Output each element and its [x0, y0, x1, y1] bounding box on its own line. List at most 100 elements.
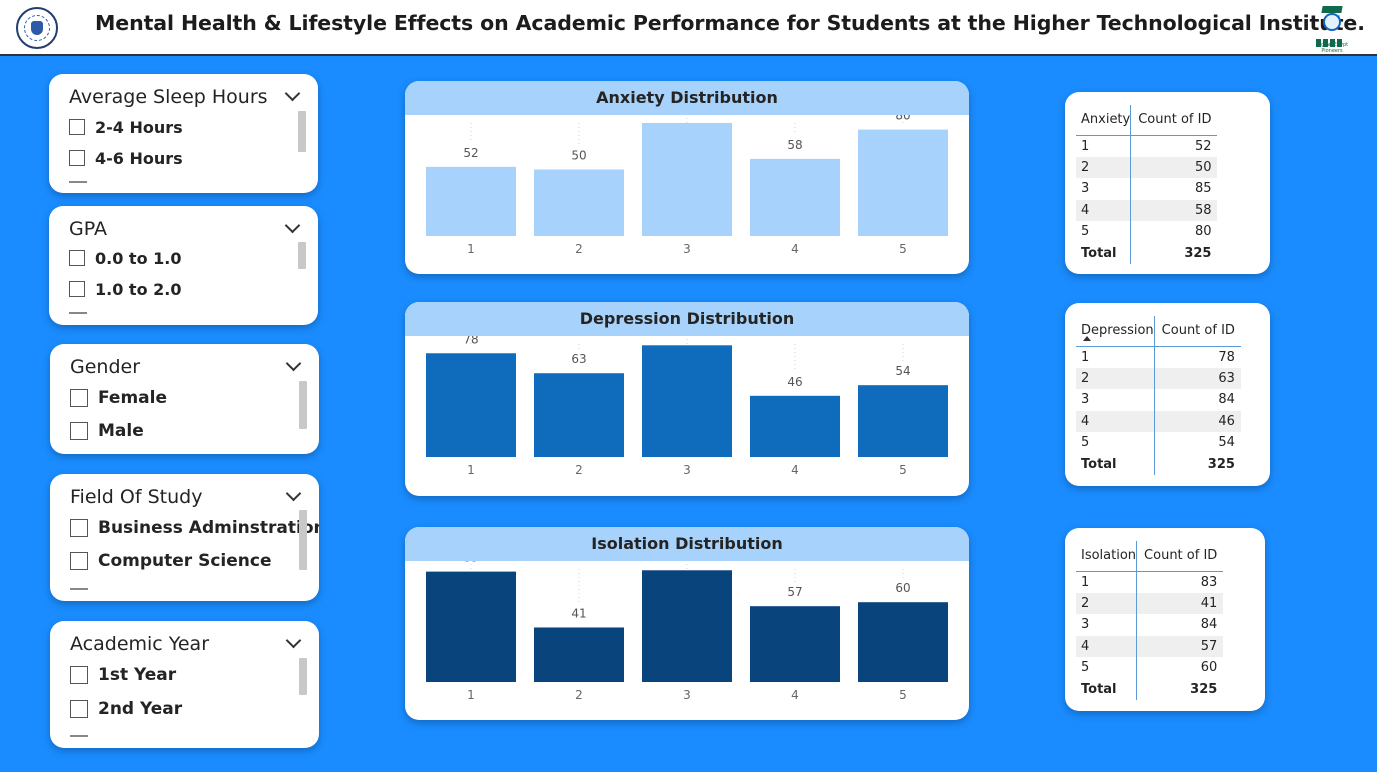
- table-row[interactable]: 4 57: [1076, 635, 1224, 657]
- table-cell: 52: [1130, 135, 1218, 157]
- checkbox[interactable]: [70, 552, 88, 570]
- slicer-option[interactable]: 4-6 Hours: [69, 147, 183, 169]
- anxiety-count-table: Anxiety Count of ID 1 52 2 50 3 85 4 58 5 80 Total…: [1065, 92, 1270, 274]
- bar[interactable]: [642, 122, 732, 236]
- slicer-option[interactable]: Female: [70, 387, 167, 409]
- table-row[interactable]: 3 85: [1076, 178, 1218, 200]
- bar[interactable]: [642, 570, 732, 682]
- table-cell: 3: [1081, 181, 1090, 197]
- checkbox[interactable]: [69, 119, 85, 135]
- column-header[interactable]: Anxiety: [1076, 105, 1131, 136]
- total-value: 325: [1136, 678, 1224, 700]
- checkbox[interactable]: [69, 281, 85, 297]
- table-cell: 4: [1076, 635, 1137, 657]
- chevron-down-icon[interactable]: [285, 632, 302, 649]
- table-cell: 84: [1153, 389, 1241, 411]
- checkbox[interactable]: [70, 666, 88, 684]
- isolation-bar-plot: 83 1 41 2 84 3 57 4 60 5: [426, 561, 948, 702]
- partial-option: [69, 181, 87, 185]
- table-row[interactable]: 5 80: [1076, 221, 1218, 243]
- bar[interactable]: [858, 129, 948, 236]
- category-label: 2: [575, 463, 583, 477]
- table-row[interactable]: 1 78: [1076, 346, 1241, 368]
- table-cell: 4: [1076, 410, 1155, 432]
- slicer-option[interactable]: Male: [70, 420, 144, 442]
- table-row[interactable]: 1 52: [1076, 135, 1218, 157]
- total-label: Total: [1081, 245, 1117, 261]
- column-header[interactable]: Count of ID: [1153, 316, 1241, 347]
- bar[interactable]: [426, 353, 516, 457]
- table-cell: 3: [1081, 617, 1090, 633]
- table-row[interactable]: 4 46: [1076, 410, 1241, 432]
- data-label: 85: [679, 115, 694, 116]
- chevron-down-icon[interactable]: [284, 217, 301, 234]
- table-cell: 78: [1153, 346, 1241, 368]
- table-row[interactable]: 2 63: [1076, 367, 1241, 389]
- category-label: 2: [575, 242, 583, 256]
- column-header[interactable]: Count of ID: [1130, 105, 1218, 136]
- checkbox[interactable]: [70, 422, 88, 440]
- bar[interactable]: [750, 395, 840, 457]
- bar[interactable]: [534, 627, 624, 682]
- chevron-down-icon[interactable]: [285, 485, 302, 502]
- scrollbar[interactable]: [298, 242, 306, 269]
- table-row[interactable]: 2 50: [1076, 156, 1218, 178]
- partial-option: [70, 735, 88, 739]
- slicer-option[interactable]: 2-4 Hours: [69, 116, 183, 138]
- table-cell: 1: [1081, 574, 1090, 590]
- total-value: 325: [1153, 453, 1241, 475]
- data-label: 80: [895, 115, 910, 123]
- category-label: 5: [899, 463, 907, 477]
- slicer-option[interactable]: Business Adminstration: [70, 517, 319, 539]
- slicer-option[interactable]: Computer Science: [70, 550, 272, 572]
- bar[interactable]: [426, 571, 516, 682]
- slicer-option[interactable]: 1st Year: [70, 664, 176, 686]
- bar[interactable]: [750, 606, 840, 682]
- chevron-down-icon[interactable]: [284, 85, 301, 102]
- table-cell: 5: [1081, 660, 1090, 676]
- partial-option: [70, 588, 88, 592]
- checkbox[interactable]: [70, 389, 88, 407]
- data-table: Anxiety Count of ID 1 52 2 50 3 85 4 58 5 80 Total…: [1076, 105, 1218, 264]
- category-label: 4: [791, 463, 799, 477]
- bar[interactable]: [858, 602, 948, 682]
- table-row[interactable]: 5 60: [1076, 657, 1224, 679]
- scrollbar[interactable]: [298, 111, 306, 152]
- bar[interactable]: [858, 385, 948, 457]
- table-row[interactable]: 4 58: [1076, 199, 1218, 221]
- slicer-option[interactable]: 1.0 to 2.0: [69, 278, 181, 300]
- table-row[interactable]: 3 84: [1076, 614, 1224, 636]
- table-cell: 5: [1081, 224, 1090, 240]
- scrollbar[interactable]: [299, 658, 307, 695]
- category-label: 3: [683, 463, 691, 477]
- institute-logo: [16, 7, 58, 49]
- slicer-option[interactable]: 0.0 to 1.0: [69, 247, 181, 269]
- category-label: 5: [899, 688, 907, 702]
- bar[interactable]: [426, 166, 516, 236]
- column-header[interactable]: Count of ID: [1136, 541, 1224, 572]
- scrollbar[interactable]: [299, 510, 307, 570]
- scrollbar[interactable]: [299, 381, 307, 429]
- slicer-title: Academic Year: [70, 633, 210, 655]
- slicer-title: Gender: [70, 356, 141, 378]
- table-row[interactable]: 2 41: [1076, 592, 1224, 614]
- slicer-gender: Gender Female Male: [50, 344, 319, 454]
- anxiety-distribution-chart: Anxiety Distribution 52 1 50 2 85 3 58 4 80 5: [405, 81, 969, 274]
- bar[interactable]: [750, 158, 840, 236]
- bar[interactable]: [642, 345, 732, 457]
- bar[interactable]: [534, 169, 624, 237]
- checkbox[interactable]: [69, 250, 85, 266]
- slicer-option[interactable]: 2nd Year: [70, 698, 182, 720]
- column-header[interactable]: Isolation: [1076, 541, 1137, 572]
- table-row[interactable]: 5 54: [1076, 432, 1241, 454]
- column-header[interactable]: Depression: [1076, 316, 1155, 347]
- chevron-down-icon[interactable]: [285, 355, 302, 372]
- checkbox[interactable]: [69, 150, 85, 166]
- data-label: 57: [787, 585, 802, 599]
- table-row[interactable]: 1 83: [1076, 571, 1224, 593]
- table-row[interactable]: 3 84: [1076, 389, 1241, 411]
- checkbox[interactable]: [70, 700, 88, 718]
- category-label: 3: [683, 688, 691, 702]
- checkbox[interactable]: [70, 519, 88, 537]
- bar[interactable]: [534, 373, 624, 457]
